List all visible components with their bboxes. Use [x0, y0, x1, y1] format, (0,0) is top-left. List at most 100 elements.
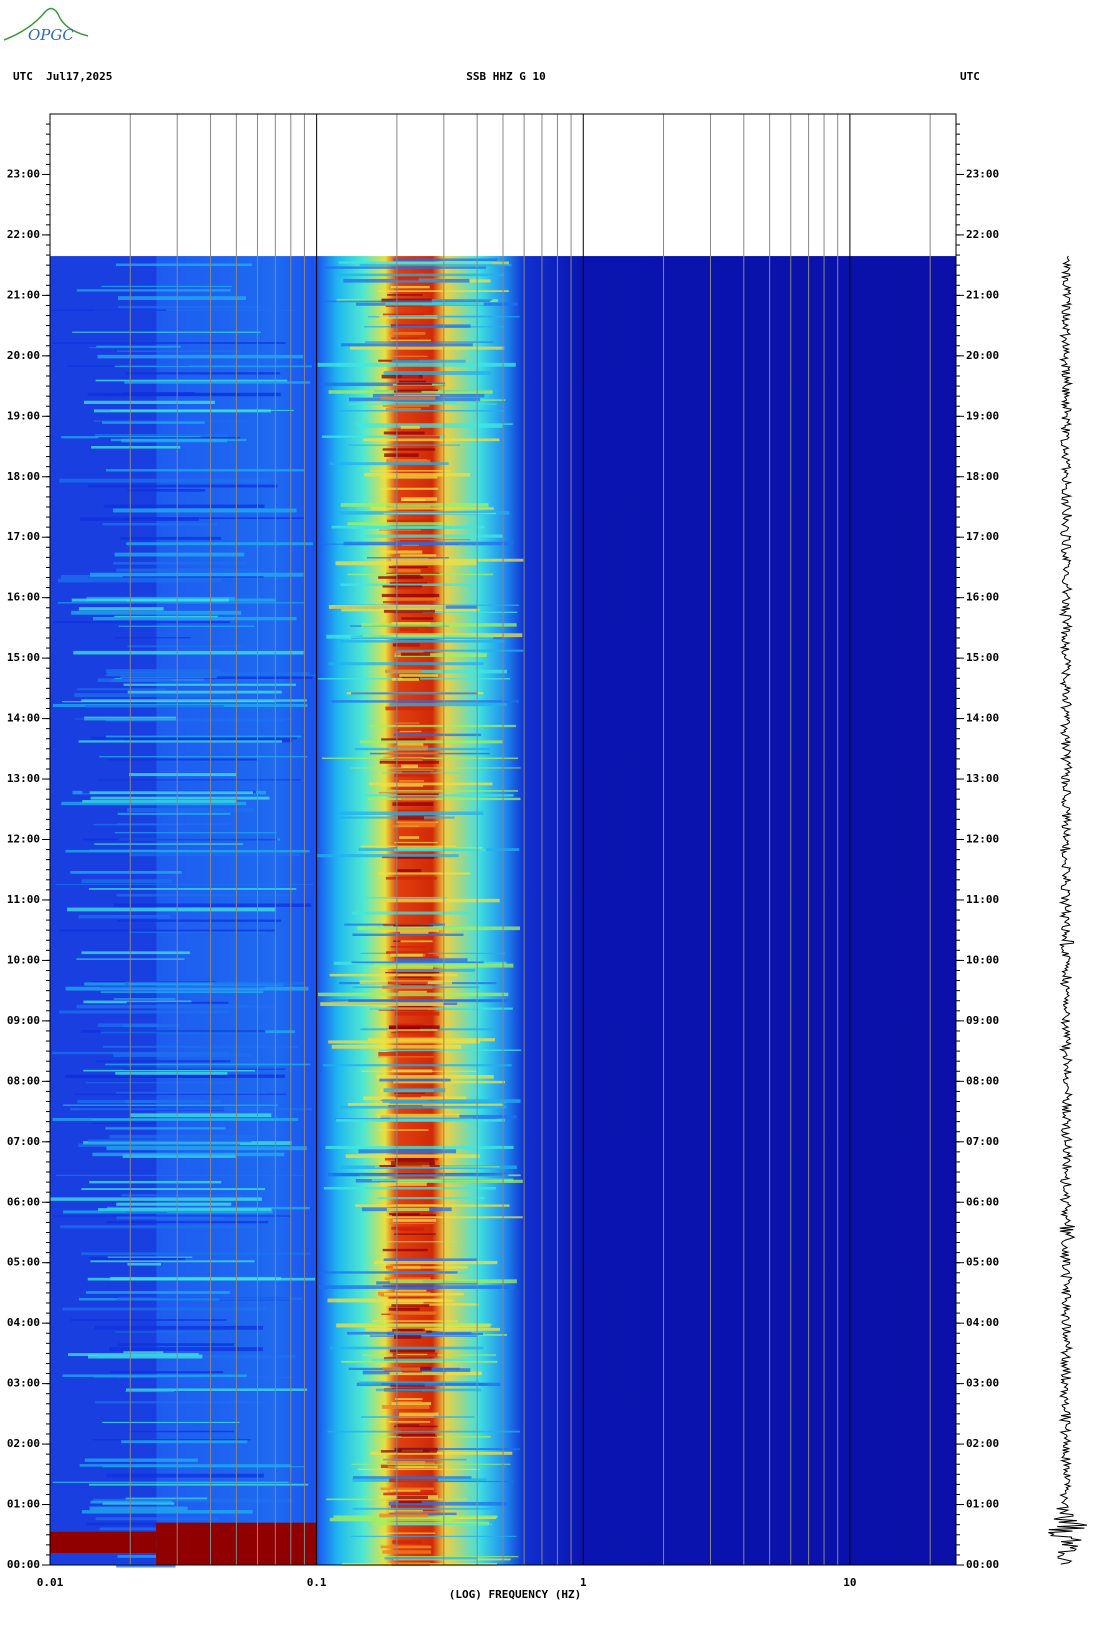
spectrogram-stripe [118, 1376, 294, 1378]
spectrogram-stripe [370, 470, 451, 472]
spectrogram-stripe [116, 1202, 232, 1206]
spectrogram-stripe [124, 381, 311, 384]
spectrogram-stripe [101, 285, 233, 288]
spectrogram-stripe [391, 558, 524, 562]
spectrogram-stripe [396, 1173, 436, 1175]
spectrogram-stripe [394, 1289, 427, 1292]
spectrogram-stripe [357, 1468, 480, 1471]
spectrogram-stripe [396, 1400, 422, 1403]
spectrogram-stripe [339, 1105, 507, 1109]
spectrogram-stripe [332, 999, 509, 1001]
spectrogram-stripe [89, 1506, 188, 1511]
spectrogram-stripe [89, 791, 254, 794]
spectrogram-stripe [352, 911, 469, 915]
spectrogram-stripe [393, 925, 433, 927]
spectrogram-stripe [320, 543, 458, 545]
spectrogram-stripe [397, 1353, 428, 1355]
spectrogram-stripe [395, 976, 432, 979]
spectrogram-stripe [336, 1118, 505, 1122]
spectrogram-stripe [333, 961, 507, 965]
spectrogram-stripe [95, 1401, 265, 1404]
spectrogram-stripe [387, 1332, 483, 1336]
y-tick-label-right: 08:00 [966, 1074, 999, 1087]
spectrogram-stripe [396, 841, 434, 846]
spectrogram-stripe [393, 1080, 505, 1084]
spectrogram-stripe [341, 343, 473, 347]
spectrogram-stripe [363, 438, 500, 442]
spectrogram-stripe [97, 779, 302, 781]
spectrogram-stripe [105, 735, 302, 738]
spectrogram-stripe [114, 637, 191, 639]
spectrogram-stripe [352, 933, 464, 936]
spectrogram-stripe [329, 1346, 484, 1350]
spectrogram-stripe [389, 1478, 438, 1483]
spectrogram-stripe [396, 574, 421, 577]
spectrogram-stripe [395, 1179, 523, 1183]
spectrogram-stripe [400, 931, 429, 934]
spectrogram-stripe [400, 652, 431, 656]
spectrogram-stripe [388, 1222, 435, 1225]
spectrogram-stripe [379, 1513, 429, 1518]
spectrogram-stripe [383, 512, 497, 515]
spectrogram-stripe [107, 1256, 193, 1258]
spectrogram-stripe [389, 703, 507, 707]
spectrogram-stripe [365, 341, 494, 343]
spectrogram-stripe [386, 519, 434, 523]
spectrogram-stripe [123, 1068, 286, 1070]
y-tick-label: 00:00 [7, 1558, 40, 1571]
spectrogram-stripe [397, 743, 424, 747]
y-tick-label-right: 03:00 [966, 1377, 999, 1390]
spectrogram-stripe [351, 692, 478, 695]
spectrogram-stripe [391, 1304, 430, 1307]
spectrogram-stripe [81, 699, 307, 702]
spectrogram-stripe [113, 561, 247, 565]
spectrogram-stripe [383, 1292, 464, 1296]
spectrogram-stripe [397, 568, 421, 573]
spectrogram-stripe [50, 1197, 262, 1201]
spectrogram-stripe [335, 561, 478, 566]
spectrogram-stripe [81, 879, 172, 884]
spectrogram-stripe [113, 1053, 252, 1058]
spectrogram-stripe [400, 940, 433, 943]
spectrogram-stripe [382, 1367, 421, 1371]
spectrogram-stripe [83, 1141, 292, 1145]
spectrogram-stripe [378, 576, 424, 579]
y-tick-label-right: 18:00 [966, 470, 999, 483]
spectrogram-stripe [363, 1096, 467, 1100]
spectrogram-stripe [109, 1347, 263, 1352]
spectrogram-stripe [399, 380, 427, 383]
spectrogram-stripe [389, 331, 426, 335]
spectrogram-stripe [396, 1023, 425, 1027]
spectrogram-stripe [383, 1088, 446, 1093]
spectrogram-stripe [74, 693, 231, 697]
spectrogram-stripe [102, 1466, 305, 1468]
spectrogram-stripe [83, 1069, 255, 1072]
spectrogram-stripe [370, 1451, 513, 1455]
spectrogram-stripe [382, 1241, 458, 1243]
spectrogram-stripe [392, 611, 518, 614]
spectrogram-stripe [65, 986, 309, 991]
spectrogram-stripe [392, 769, 434, 772]
spectrogram-stripe [58, 578, 222, 583]
spectrogram-stripe [111, 679, 285, 683]
spectrogram-stripe [394, 653, 487, 658]
spectrogram-stripe [396, 1451, 437, 1453]
spectrogram-stripe [379, 760, 439, 764]
spectrogram-stripe [59, 1010, 230, 1014]
spectrogram-stripe [76, 289, 231, 292]
spectrogram-stripe [59, 929, 276, 932]
spectrogram-stripe [92, 1152, 285, 1157]
spectrogram-stripe [383, 1302, 424, 1306]
spectrogram-stripe [335, 811, 484, 815]
axes: 0.01 0.1 1 10 00:00 00:00 01:00 01:00 02:00 02:00… [7, 113, 999, 1589]
spectrogram-stripe [351, 961, 484, 964]
x-axis-label: (LOG) FREQUENCY (HZ) [449, 1588, 581, 1601]
spectrogram-stripe [328, 1040, 481, 1044]
grid [49, 114, 931, 1565]
spectrogram-stripe [59, 478, 271, 483]
spectrogram-stripe [127, 645, 244, 648]
y-tick-label-right: 13:00 [966, 772, 999, 785]
spectrogram-stripe [391, 1505, 433, 1508]
spectrogram-stripe [394, 1233, 436, 1235]
spectrogram-stripe [394, 1447, 438, 1451]
